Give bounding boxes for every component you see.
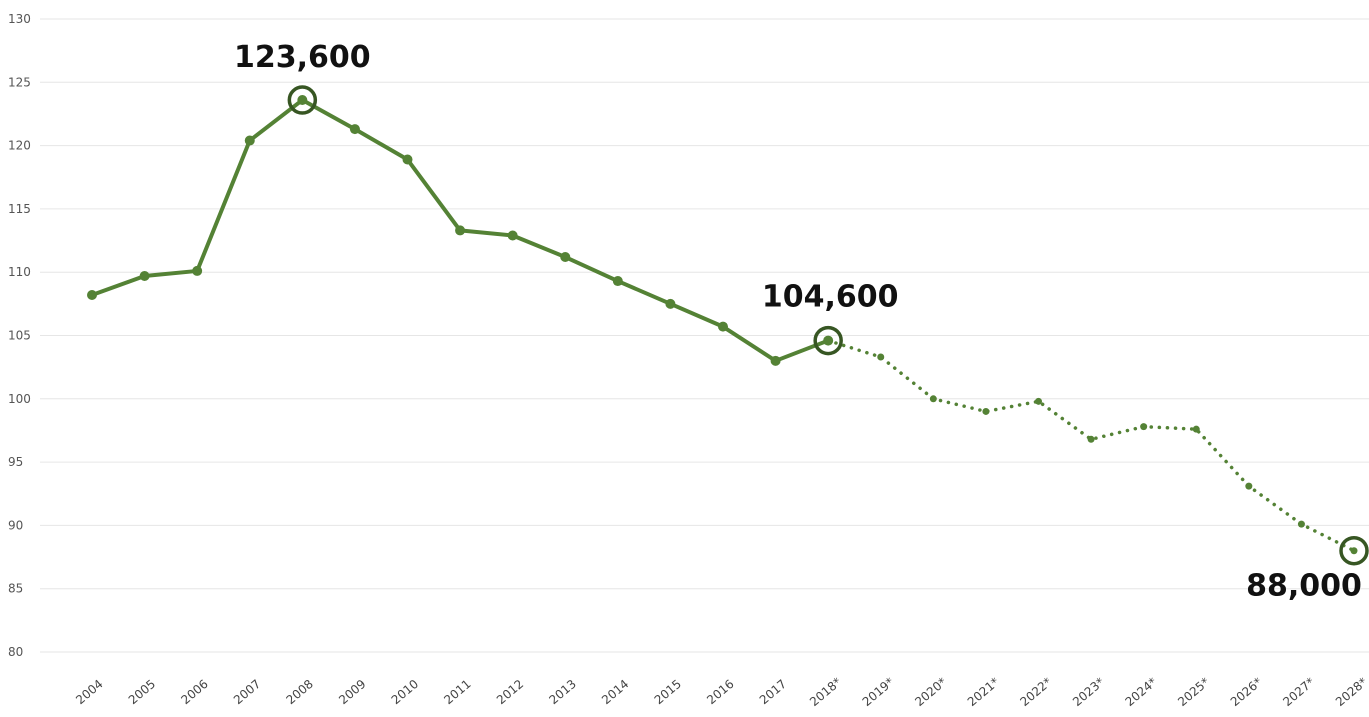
x-tick-label: 2028* [1333, 675, 1369, 709]
x-tick-label: 2027* [1280, 675, 1317, 709]
data-point [718, 321, 728, 332]
x-tick-label: 2016 [704, 677, 736, 707]
x-tick-label: 2012 [494, 677, 526, 707]
x-tick-label: 2007 [231, 677, 263, 707]
highlight-ring [287, 85, 318, 115]
y-tick-label: 125 [8, 75, 31, 89]
y-tick-label: 115 [8, 202, 31, 216]
data-point [139, 270, 150, 281]
data-point [402, 154, 413, 165]
annotation-label: 123,600 [234, 40, 371, 75]
forecast-point [1087, 435, 1095, 443]
highlight-ring [1339, 535, 1369, 566]
data-point [244, 135, 255, 146]
forecast-point [1140, 423, 1148, 431]
forecast-point [929, 395, 937, 403]
y-tick-label: 100 [8, 392, 31, 406]
x-tick-label: 2023* [1070, 675, 1107, 709]
forecast-point [1035, 397, 1042, 405]
highlight-ring [813, 325, 843, 356]
forecast-series-line [826, 338, 1356, 553]
x-tick-label: 2010 [389, 677, 421, 707]
data-point [612, 276, 623, 287]
y-tick-label: 105 [8, 329, 31, 343]
x-tick-label: 2017 [757, 677, 789, 707]
data-point [297, 95, 308, 106]
x-tick-label: 2005 [126, 677, 158, 707]
data-point [823, 335, 834, 346]
data-point [770, 355, 781, 366]
x-tick-label: 2020* [912, 675, 949, 709]
forecast-point [1192, 425, 1200, 433]
annotation-label: 88,000 [1246, 569, 1362, 604]
y-tick-label: 80 [8, 645, 23, 659]
data-point [560, 252, 571, 263]
data-point [507, 230, 518, 241]
x-tick-label: 2009 [336, 677, 368, 707]
y-tick-label: 130 [8, 12, 31, 26]
x-tick-label: 2022* [1017, 675, 1054, 709]
x-tick-label: 2024* [1123, 675, 1160, 709]
x-tick-label: 2019* [860, 675, 897, 709]
x-tick-label: 2026* [1228, 675, 1265, 709]
x-tick-label: 2014 [599, 677, 631, 707]
data-point [192, 265, 203, 276]
y-tick-label: 95 [8, 455, 23, 469]
x-tick-label: 2018* [807, 675, 844, 709]
forecast-point [1297, 520, 1305, 528]
x-tick-label: 2004 [73, 677, 105, 707]
data-point [455, 225, 466, 236]
x-tick-label: 2015 [652, 677, 684, 707]
x-tick-label: 2021* [965, 675, 1002, 709]
y-tick-label: 110 [8, 265, 31, 279]
forecast-point [877, 353, 885, 361]
y-tick-label: 90 [8, 518, 23, 532]
x-tick-label: 2013 [546, 677, 578, 707]
y-tick-label: 120 [8, 139, 31, 153]
x-tick-label: 2006 [178, 677, 210, 707]
x-tick-label: 2011 [441, 677, 473, 707]
data-point [349, 124, 360, 135]
annotation-label: 104,600 [762, 280, 899, 315]
y-tick-label: 85 [8, 582, 23, 596]
x-tick-label: 2025* [1175, 675, 1212, 709]
forecast-point [1245, 482, 1253, 490]
forecast-point [1350, 547, 1358, 555]
x-tick-label: 2008 [284, 677, 316, 707]
forecast-point [982, 407, 990, 415]
data-point [87, 289, 97, 300]
data-point [665, 298, 676, 309]
